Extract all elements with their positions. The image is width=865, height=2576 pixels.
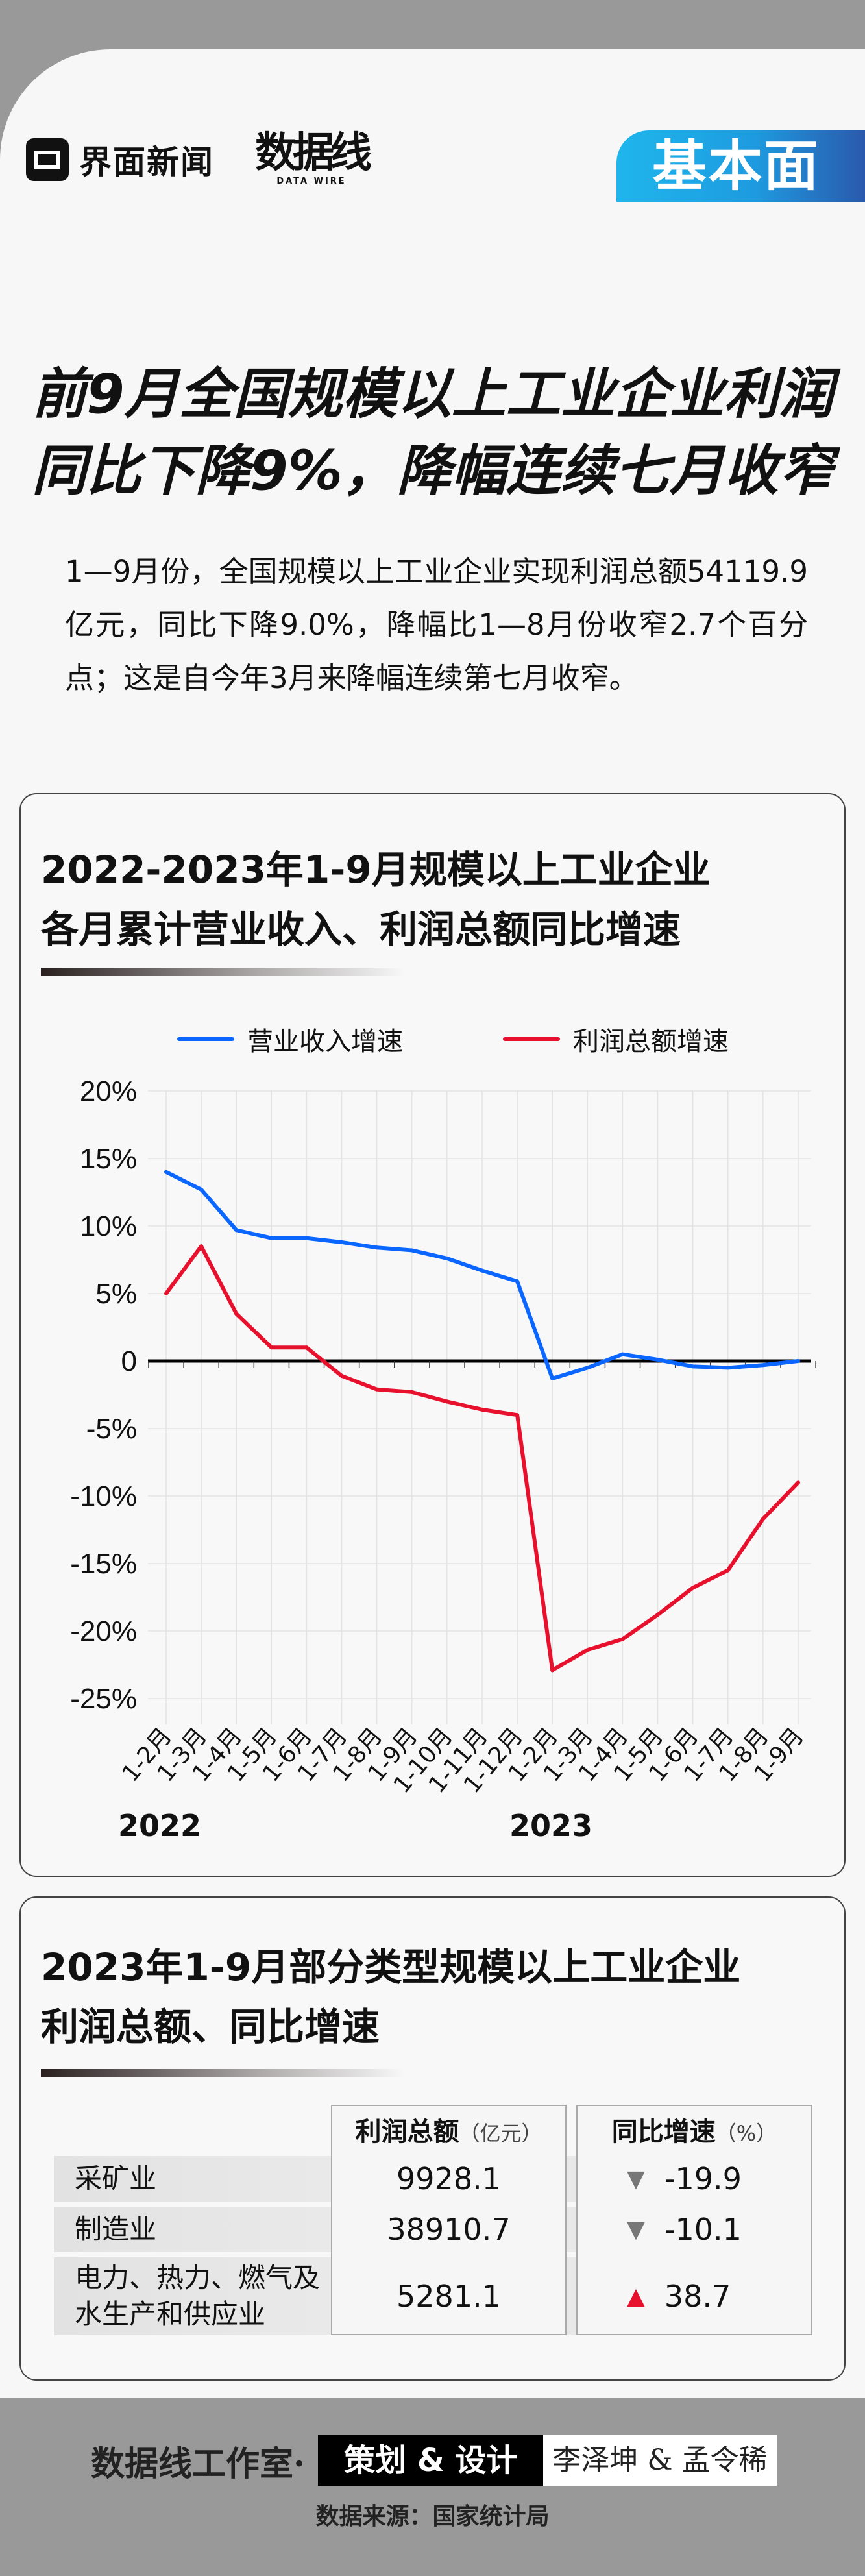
data-point — [480, 1407, 484, 1412]
data-point — [585, 1648, 590, 1652]
jiemian-logo: 界面新闻 — [26, 136, 214, 183]
table-title-line-1: 2023年1-9月部分类型规模以上工业企业 — [41, 1945, 741, 1989]
data-point — [585, 1366, 590, 1370]
data-point — [304, 1345, 309, 1350]
table-row-label: 电力、热力、燃气及 水生产和供应业 — [75, 2262, 321, 2330]
header-growth: 同比增速（%） — [611, 2117, 777, 2147]
y-tick-label: -25% — [70, 1683, 137, 1715]
growth-value: ▼ -10.1 — [627, 2212, 742, 2247]
data-point — [550, 1668, 555, 1673]
title-underline — [41, 968, 404, 976]
data-point — [620, 1352, 625, 1356]
chart-title-line-1: 2022-2023年1-9月规模以上工业企业 — [41, 848, 711, 892]
headline-line-2: 同比下降9%，降幅连续七月收窄 — [32, 439, 833, 502]
data-point — [269, 1345, 274, 1350]
brand-name: 界面新闻 — [79, 143, 214, 181]
legend-item-revenue: 营业收入增速 — [177, 1020, 403, 1058]
credit-names: 李泽坤 & 孟令稀 — [543, 2435, 777, 2486]
headline: 前9月全国规模以上工业企业利润 同比下降9%，降幅连续七月收窄 — [13, 356, 852, 509]
legend-swatch-profit — [503, 1037, 560, 1041]
data-point — [761, 1363, 765, 1368]
y-tick-label: -20% — [70, 1615, 137, 1647]
profit-value: 9928.1 — [396, 2161, 501, 2196]
up-triangle-icon: ▲ — [627, 2283, 645, 2310]
y-tick-label: -15% — [70, 1548, 137, 1580]
data-point — [515, 1413, 520, 1417]
studio-name: 数据线工作室· — [91, 2444, 306, 2484]
data-point — [234, 1312, 239, 1316]
lead-paragraph: 1—9月份，全国规模以上工业企业实现利润总额54119.9亿元，同比下降9.0%… — [65, 554, 808, 695]
growth-column — [576, 2105, 812, 2335]
legend-item-profit: 利润总额增速 — [503, 1020, 729, 1058]
chart-title-line-2: 各月累计营业收入、利润总额同比增速 — [41, 907, 681, 951]
data-point — [655, 1357, 660, 1362]
profit-value: 5281.1 — [396, 2279, 501, 2314]
down-triangle-icon: ▼ — [627, 2216, 645, 2243]
legend-swatch-revenue — [177, 1037, 234, 1041]
data-point — [620, 1637, 625, 1641]
line-chart: 20%15%10%5%0-5%-10%-15%-20%-25%1-2月1-3月1… — [70, 1075, 816, 1798]
data-point — [374, 1245, 379, 1250]
down-triangle-icon: ▼ — [627, 2165, 645, 2192]
year-label-2022: 2022 — [118, 1808, 202, 1843]
table-row-label: 制造业 — [75, 2213, 157, 2245]
data-point — [409, 1390, 414, 1394]
y-tick-label: -10% — [70, 1480, 137, 1512]
data-point — [374, 1387, 379, 1392]
data-point — [339, 1373, 344, 1378]
data-point — [761, 1517, 765, 1521]
jiemian-logo-icon — [26, 138, 69, 181]
data-wire-sub: DATA WIRE — [276, 177, 347, 186]
data-point — [199, 1244, 204, 1249]
profit-column — [331, 2105, 567, 2335]
growth-value: ▲ 38.7 — [627, 2279, 731, 2314]
data-point — [796, 1359, 800, 1363]
data-wire-mark: 数据线 — [255, 129, 372, 177]
data-point — [199, 1187, 204, 1192]
y-tick-label: -5% — [86, 1413, 137, 1445]
y-tick-label: 10% — [80, 1210, 137, 1242]
legend-label: 营业收入增速 — [247, 1027, 403, 1057]
chart-title: 2022-2023年1-9月规模以上工业企业 各月累计营业收入、利润总额同比增速 — [41, 840, 833, 959]
data-wire-logo: 数据线 DATA WIRE — [253, 129, 372, 187]
credits: 数据线工作室· 策划 & 设计 李泽坤 & 孟令稀 — [91, 2435, 777, 2486]
data-point — [725, 1366, 730, 1370]
data-point — [796, 1480, 800, 1485]
data-point — [269, 1236, 274, 1240]
data-point — [445, 1256, 449, 1260]
table-title: 2023年1-9月部分类型规模以上工业企业 利润总额、同比增速 — [41, 1937, 833, 2057]
data-point — [164, 1292, 168, 1295]
credit-role: 策划 & 设计 — [318, 2435, 544, 2486]
data-point — [409, 1248, 414, 1253]
data-point — [690, 1364, 695, 1369]
data-point — [234, 1228, 239, 1233]
legend-label: 利润总额增速 — [573, 1027, 729, 1057]
data-point — [445, 1399, 449, 1404]
y-tick-label: 20% — [80, 1075, 137, 1107]
data-point — [164, 1170, 168, 1174]
data-point — [725, 1568, 730, 1573]
table-row-label: 采矿业 — [75, 2163, 157, 2194]
data-point — [690, 1586, 695, 1590]
y-tick-label: 15% — [80, 1143, 137, 1175]
growth-value: ▼ -19.9 — [627, 2161, 742, 2196]
year-label-2023: 2023 — [509, 1808, 593, 1843]
y-tick-label: 0 — [121, 1345, 137, 1377]
data-point — [339, 1240, 344, 1244]
y-tick-label: 5% — [95, 1278, 137, 1310]
data-point — [550, 1377, 555, 1381]
column-badge: 基本面 — [616, 130, 865, 202]
profit-value: 38910.7 — [387, 2212, 511, 2247]
table-title-underline — [41, 2069, 404, 2077]
data-point — [304, 1236, 309, 1240]
data-point — [515, 1279, 520, 1284]
headline-line-1: 前9月全国规模以上工业企业利润 — [32, 362, 833, 426]
header-profit: 利润总额（亿元） — [355, 2117, 542, 2147]
table-title-line-2: 利润总额、同比增速 — [41, 2005, 380, 2049]
data-point — [655, 1613, 660, 1617]
data-source: 数据来源：国家统计局 — [315, 2503, 550, 2530]
data-point — [480, 1268, 484, 1273]
